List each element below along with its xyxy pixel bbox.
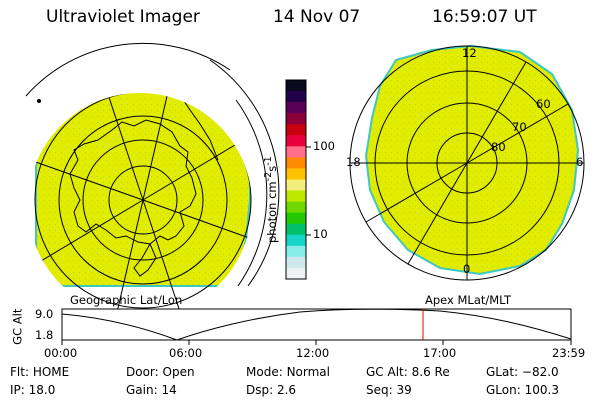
mlt-label-12: 12 bbox=[462, 46, 477, 60]
footer-dsp: Dsp: 2.6 bbox=[246, 383, 297, 397]
timeline-tick-2359: 23:59 bbox=[552, 346, 586, 360]
colorbar-segment bbox=[286, 234, 306, 247]
colorbar-segment bbox=[286, 135, 306, 147]
timeline-tick-1700: 17:00 bbox=[423, 346, 457, 360]
antarctica-coastline bbox=[69, 119, 197, 277]
colorbar-segment bbox=[286, 212, 306, 225]
magnetic-map-panel bbox=[349, 44, 585, 281]
outer-latitude-arcs bbox=[25, 42, 280, 287]
colorbar-segment bbox=[286, 102, 306, 114]
mlt-label-6: 6 bbox=[576, 155, 584, 169]
mlt-label-18: 18 bbox=[346, 155, 361, 169]
app-title: Ultraviolet Imager bbox=[46, 7, 200, 27]
colorbar-segment bbox=[286, 190, 306, 203]
latitude-circles bbox=[28, 93, 252, 317]
timeline-ytop: 9.0 bbox=[35, 307, 54, 321]
header-time: 16:59:07 UT bbox=[432, 7, 537, 27]
footer-glon: GLon: 100.3 bbox=[486, 383, 559, 397]
altitude-timeline bbox=[61, 308, 572, 345]
colorbar bbox=[285, 79, 307, 280]
colorbar-segment bbox=[286, 124, 306, 136]
colorbar-unit-label: photon cm-2s-1 bbox=[263, 156, 279, 243]
footer-gain: Gain: 14 bbox=[126, 383, 177, 397]
mlat-label-70: 70 bbox=[512, 120, 527, 134]
colorbar-segment bbox=[286, 113, 306, 125]
altitude-curve bbox=[61, 308, 572, 341]
longitude-lines bbox=[28, 93, 252, 317]
colorbar-label-10: 10 bbox=[313, 227, 328, 241]
geographic-map-panel bbox=[25, 42, 280, 317]
colorbar-segment bbox=[286, 157, 306, 170]
header-date: 14 Nov 07 bbox=[273, 7, 361, 27]
colorbar-segment bbox=[286, 223, 306, 236]
footer-gc-alt: GC Alt: 8.6 Re bbox=[366, 365, 450, 379]
footer-glat: GLat: −82.0 bbox=[486, 365, 559, 379]
timeline-tick-0000: 00:00 bbox=[44, 346, 78, 360]
mlt-label-0: 0 bbox=[463, 262, 471, 276]
timeline-tick-0600: 06:00 bbox=[169, 346, 203, 360]
left-panel-caption: Geographic Lat/Lon bbox=[70, 293, 183, 307]
colorbar-segment bbox=[286, 267, 306, 280]
mlt-lines bbox=[350, 46, 584, 280]
footer-mode: Mode: Normal bbox=[246, 365, 330, 379]
colorbar-segment bbox=[286, 201, 306, 214]
colorbar-label-100: 100 bbox=[313, 139, 335, 153]
colorbar-segment bbox=[286, 146, 306, 158]
footer-flight: Flt: HOME bbox=[10, 365, 70, 379]
mlat-label-60: 60 bbox=[536, 97, 551, 111]
footer-ip: IP: 18.0 bbox=[10, 383, 56, 397]
colorbar-segment bbox=[286, 245, 306, 258]
footer-seq: Seq: 39 bbox=[366, 383, 412, 397]
reference-marker bbox=[37, 99, 41, 103]
mlat-label-80: 80 bbox=[491, 140, 506, 154]
south-america-coast bbox=[163, 93, 219, 161]
colorbar-segment bbox=[286, 91, 306, 103]
right-panel-caption: Apex MLat/MLT bbox=[425, 293, 512, 307]
colorbar-border bbox=[285, 79, 307, 280]
colorbar-segment bbox=[286, 256, 306, 269]
timeline-tick-1200: 12:00 bbox=[296, 346, 330, 360]
colorbar-segment bbox=[286, 168, 306, 181]
timeline-ybottom: 1.8 bbox=[35, 328, 54, 342]
timeline-ticks bbox=[61, 340, 572, 345]
colorbar-segment bbox=[286, 179, 306, 192]
colorbar-segment bbox=[286, 80, 306, 92]
footer-door: Door: Open bbox=[126, 365, 195, 379]
